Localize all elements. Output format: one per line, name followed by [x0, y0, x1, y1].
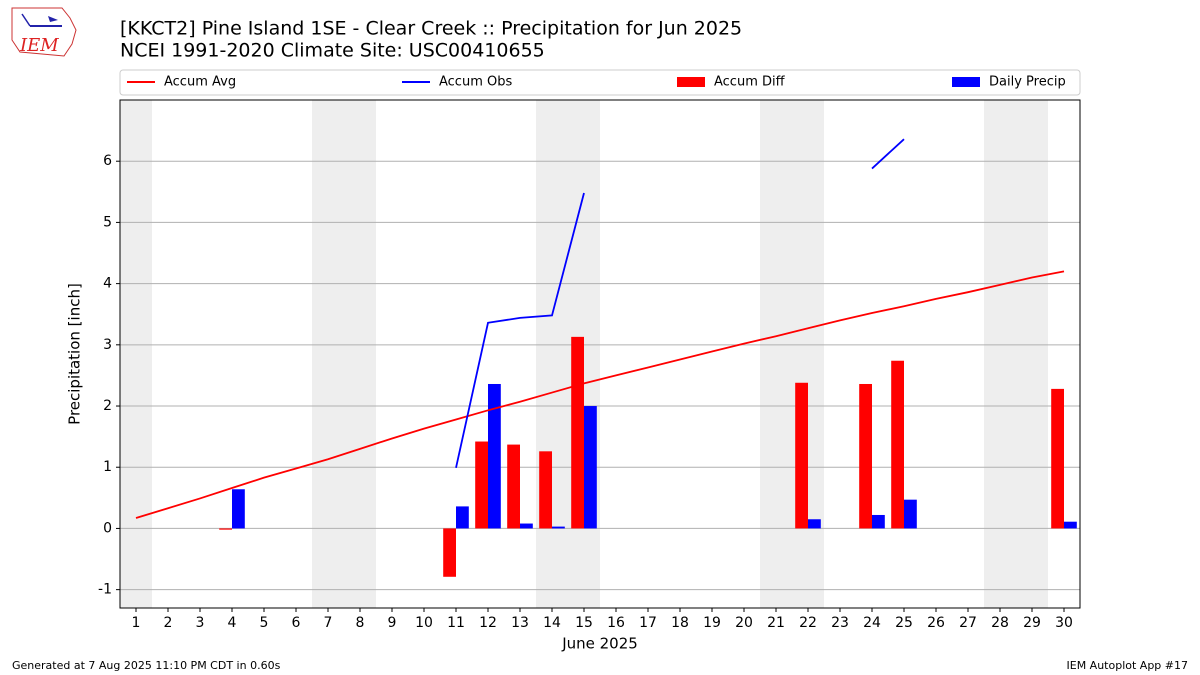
x-tick-label: 9 [388, 615, 397, 631]
legend-swatch [677, 77, 705, 87]
x-axis-label: June 2025 [561, 635, 638, 653]
y-tick-label: 6 [103, 153, 112, 169]
logo: IEM [11, 7, 77, 57]
x-tick-label: 2 [164, 615, 173, 631]
x-tick-label: 19 [703, 615, 721, 631]
y-tick-label: 2 [103, 398, 112, 414]
legend-label: Accum Avg [164, 75, 236, 90]
weekend-shade [344, 100, 376, 608]
weekend-shade [760, 100, 792, 608]
y-tick-label: 3 [103, 337, 112, 353]
bar [232, 489, 245, 529]
y-tick-label: 5 [103, 214, 112, 230]
x-tick-label: 12 [479, 615, 497, 631]
bar [584, 406, 597, 529]
x-tick-label: 14 [543, 615, 561, 631]
bar [443, 528, 456, 577]
footer-right: IEM Autoplot App #17 [1067, 659, 1189, 672]
x-tick-label: 7 [324, 615, 333, 631]
legend-label: Accum Obs [439, 75, 512, 90]
bar [539, 451, 552, 529]
legend-box [119, 69, 1081, 96]
x-tick-label: 16 [607, 615, 625, 631]
legend-label: Daily Precip [989, 75, 1066, 90]
bar [1064, 521, 1077, 529]
bar [520, 523, 533, 529]
x-tick-label: 18 [671, 615, 689, 631]
y-tick-label: 1 [103, 459, 112, 475]
x-tick-label: 3 [196, 615, 205, 631]
bar [219, 528, 232, 530]
weekend-shade [312, 100, 344, 608]
plot-frame [119, 99, 1081, 609]
x-tick-label: 17 [639, 615, 657, 631]
bar [507, 444, 520, 529]
x-tick-label: 24 [863, 615, 881, 631]
x-tick-label: 26 [927, 615, 945, 631]
weekend-shade [1016, 100, 1048, 608]
x-tick-label: 23 [831, 615, 849, 631]
bar [904, 499, 917, 529]
x-tick-label: 10 [415, 615, 433, 631]
bar [571, 336, 584, 529]
weekend-shade [792, 100, 824, 608]
line [455, 138, 905, 469]
bar [891, 360, 904, 529]
bar [859, 383, 872, 529]
x-tick-label: 11 [447, 615, 465, 631]
x-tick-label: 6 [292, 615, 301, 631]
bar [475, 441, 488, 529]
bar [456, 506, 469, 529]
legend-label: Accum Diff [714, 75, 786, 90]
y-tick-label: 0 [103, 520, 112, 536]
x-tick-label: 5 [260, 615, 269, 631]
x-tick-label: 22 [799, 615, 817, 631]
x-tick-label: 8 [356, 615, 365, 631]
x-tick-label: 4 [228, 615, 237, 631]
logo-text: IEM [19, 35, 59, 56]
chart-title: [KKCT2] Pine Island 1SE - Clear Creek ::… [120, 18, 742, 40]
x-tick-label: 27 [959, 615, 977, 631]
weekend-shade [984, 100, 1016, 608]
x-tick-label: 28 [991, 615, 1009, 631]
x-tick-label: 1 [132, 615, 141, 631]
line [135, 270, 1065, 519]
bar [552, 526, 565, 529]
y-tick-label: 4 [103, 276, 112, 292]
x-tick-label: 15 [575, 615, 593, 631]
bar [872, 514, 885, 529]
bar [1051, 388, 1064, 529]
x-tick-label: 30 [1055, 615, 1073, 631]
x-tick-label: 13 [511, 615, 529, 631]
x-tick-label: 25 [895, 615, 913, 631]
x-tick-label: 29 [1023, 615, 1041, 631]
bar [795, 382, 808, 529]
x-tick-label: 21 [767, 615, 785, 631]
y-axis-label: Precipitation [inch] [66, 283, 84, 425]
legend-swatch [952, 77, 980, 87]
x-tick-label: 20 [735, 615, 753, 631]
weekend-shade [120, 100, 152, 608]
chart-subtitle: NCEI 1991-2020 Climate Site: USC00410655 [120, 40, 545, 62]
y-tick-label: -1 [98, 582, 112, 598]
footer-left: Generated at 7 Aug 2025 11:10 PM CDT in … [12, 659, 281, 672]
bar [488, 383, 501, 529]
weekend-shade [536, 100, 568, 608]
bar [808, 519, 821, 529]
